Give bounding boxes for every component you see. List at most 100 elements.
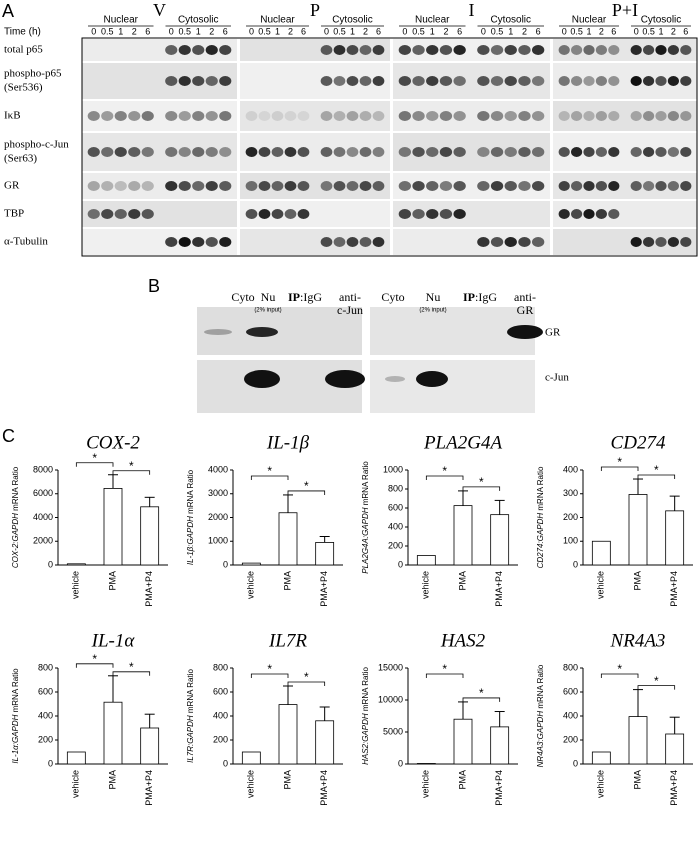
blot-band bbox=[128, 181, 141, 191]
y-tick-label: 15000 bbox=[378, 662, 403, 672]
blot-band bbox=[504, 76, 517, 86]
blot-band bbox=[558, 209, 570, 219]
lane-note: (2% input) bbox=[419, 308, 446, 314]
blot-band bbox=[518, 147, 531, 157]
time-point: 0 bbox=[169, 26, 174, 36]
significance-bracket bbox=[637, 685, 676, 690]
time-point: 0.5 bbox=[178, 26, 191, 36]
blot-band bbox=[504, 237, 517, 247]
blot-band bbox=[531, 111, 545, 121]
significance-bracket bbox=[250, 475, 289, 480]
bar bbox=[591, 751, 611, 765]
blot-band bbox=[128, 209, 141, 219]
blot-band bbox=[271, 209, 284, 219]
x-tick-label: vehicle bbox=[421, 571, 431, 599]
bar bbox=[103, 701, 123, 765]
blot-band bbox=[558, 147, 570, 157]
blot-band bbox=[271, 181, 284, 191]
blot-band bbox=[608, 209, 620, 219]
blot-band bbox=[333, 111, 346, 121]
time-point: 0 bbox=[481, 26, 486, 36]
y-tick-label: 4000 bbox=[208, 464, 228, 474]
x-tick-label: PMA+P4 bbox=[494, 571, 504, 607]
blot-band bbox=[583, 76, 595, 86]
blot-band bbox=[571, 147, 583, 157]
chart-title: COX-2 bbox=[86, 432, 140, 453]
blot-band bbox=[333, 181, 346, 191]
blot-band bbox=[680, 181, 692, 191]
blot-band bbox=[412, 181, 425, 191]
y-label-gene: IL-1β:GAPDH bbox=[186, 516, 195, 565]
bar bbox=[591, 540, 611, 566]
y-tick-label: 2000 bbox=[33, 536, 53, 546]
blot-band bbox=[630, 147, 642, 157]
time-point: 0.5 bbox=[101, 26, 114, 36]
blot-band bbox=[583, 209, 595, 219]
blot-band bbox=[114, 181, 127, 191]
blot-band bbox=[655, 111, 667, 121]
time-point: 6 bbox=[145, 26, 150, 36]
blot-band bbox=[245, 181, 258, 191]
y-tick-label: 10000 bbox=[378, 694, 403, 704]
blot-band bbox=[507, 325, 543, 339]
blot-band bbox=[346, 45, 359, 55]
y-tick-label: 600 bbox=[38, 686, 53, 696]
y-tick-label: 0 bbox=[398, 758, 403, 768]
blot-label: c-Jun bbox=[545, 372, 569, 384]
blot-band bbox=[178, 111, 191, 121]
significance-star: * bbox=[442, 464, 447, 478]
x-tick-label: PMA+P4 bbox=[319, 571, 329, 607]
bar bbox=[278, 704, 298, 765]
blot-band bbox=[219, 76, 232, 86]
blot-band bbox=[595, 45, 607, 55]
treatment-label: I bbox=[469, 0, 475, 20]
blot-band bbox=[439, 209, 453, 219]
blot-band bbox=[333, 147, 346, 157]
y-tick-label: 400 bbox=[388, 521, 403, 531]
blot-band bbox=[245, 111, 258, 121]
y-label-gene: COX-2:GAPDH bbox=[11, 513, 20, 568]
lane-label: IP:IgG bbox=[288, 290, 322, 304]
significance-star: * bbox=[267, 662, 272, 676]
blot-band bbox=[219, 237, 232, 247]
x-tick-label: vehicle bbox=[246, 770, 256, 798]
blot-band bbox=[630, 76, 642, 86]
blot-band bbox=[333, 237, 346, 247]
blot-background bbox=[197, 307, 362, 355]
lane-label: Nu bbox=[261, 290, 276, 304]
blot-band bbox=[439, 147, 453, 157]
fraction-label: Nuclear bbox=[260, 15, 295, 26]
blot-band bbox=[178, 45, 191, 55]
blot-band bbox=[178, 181, 191, 191]
significance-star: * bbox=[267, 464, 272, 478]
blot-band bbox=[453, 76, 466, 86]
significance-star: * bbox=[304, 670, 309, 684]
chart-title: NR4A3 bbox=[610, 630, 666, 651]
blot-band bbox=[320, 181, 333, 191]
significance-bracket bbox=[112, 470, 151, 475]
lane-label: IP:IgG bbox=[463, 290, 497, 304]
y-tick-label: 200 bbox=[388, 540, 403, 550]
time-point: 1 bbox=[118, 26, 123, 36]
blot-band bbox=[165, 111, 178, 121]
x-tick-label: PMA+P4 bbox=[669, 770, 679, 806]
blot-band bbox=[87, 147, 100, 157]
blot-band bbox=[504, 45, 517, 55]
blot-band bbox=[359, 45, 372, 55]
blot-band bbox=[439, 111, 453, 121]
significance-bracket bbox=[462, 486, 501, 491]
blot-band bbox=[439, 45, 453, 55]
blot-band bbox=[320, 111, 333, 121]
bar bbox=[241, 562, 261, 566]
blot-band bbox=[246, 327, 278, 337]
y-tick-label: 0 bbox=[223, 559, 228, 569]
fraction-label: Nuclear bbox=[572, 15, 607, 26]
blot-band bbox=[320, 76, 333, 86]
blot-band bbox=[219, 181, 232, 191]
significance-star: * bbox=[617, 662, 622, 676]
bar bbox=[628, 716, 648, 765]
blot-band bbox=[504, 181, 517, 191]
significance-star: * bbox=[654, 674, 659, 688]
blot-band bbox=[204, 329, 232, 335]
lane-label: Cyto bbox=[381, 290, 404, 304]
